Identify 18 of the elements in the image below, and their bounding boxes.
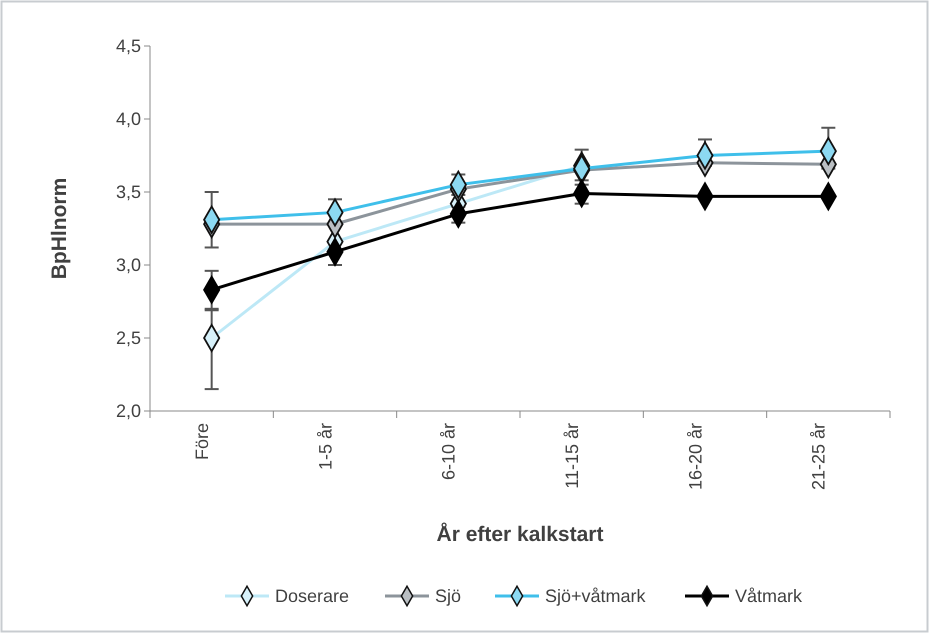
x-tick-label: 16-20 år: [685, 423, 706, 490]
x-tick-label: 21-25 år: [808, 423, 829, 490]
x-tick-label: 1-5 år: [315, 423, 336, 470]
y-tick-label: 3,0: [116, 254, 141, 275]
x-tick-label: 6-10 år: [438, 423, 459, 480]
y-tick-label: 2,5: [116, 328, 141, 348]
y-tick-label: 3,5: [116, 182, 141, 202]
x-axis-title: År efter kalkstart: [436, 522, 604, 546]
legend-label: Sjö+våtmark: [545, 586, 647, 606]
y-tick-label: 4,0: [116, 108, 141, 129]
y-tick-label: 4,5: [116, 36, 141, 56]
x-tick-label: 11-15 år: [562, 423, 582, 489]
y-tick-label: 2,0: [116, 400, 141, 421]
legend-label: Sjö: [435, 586, 462, 606]
x-tick-label: Före: [192, 423, 212, 460]
legend-label: Doserare: [275, 586, 350, 606]
y-axis-title: BpHlnorm: [48, 178, 71, 280]
legend-label: Våtmark: [735, 586, 804, 606]
